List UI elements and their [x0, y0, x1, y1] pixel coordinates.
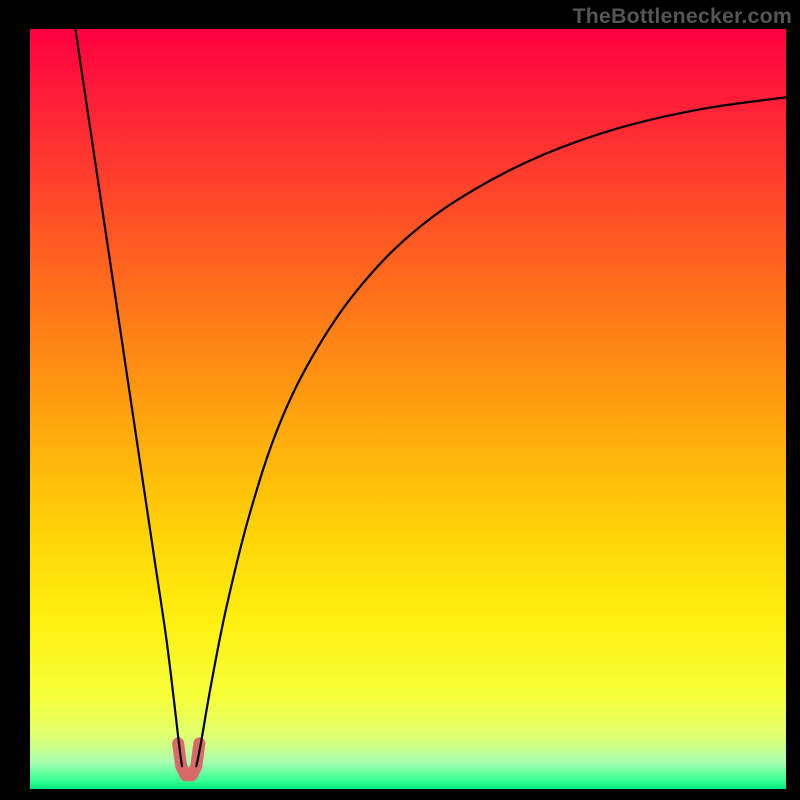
plot-svg: [30, 29, 786, 789]
watermark-text: TheBottlenecker.com: [572, 4, 792, 29]
chart-frame: TheBottlenecker.com: [0, 0, 800, 800]
bottleneck-plot: [30, 29, 786, 789]
gradient-background: [30, 29, 786, 789]
